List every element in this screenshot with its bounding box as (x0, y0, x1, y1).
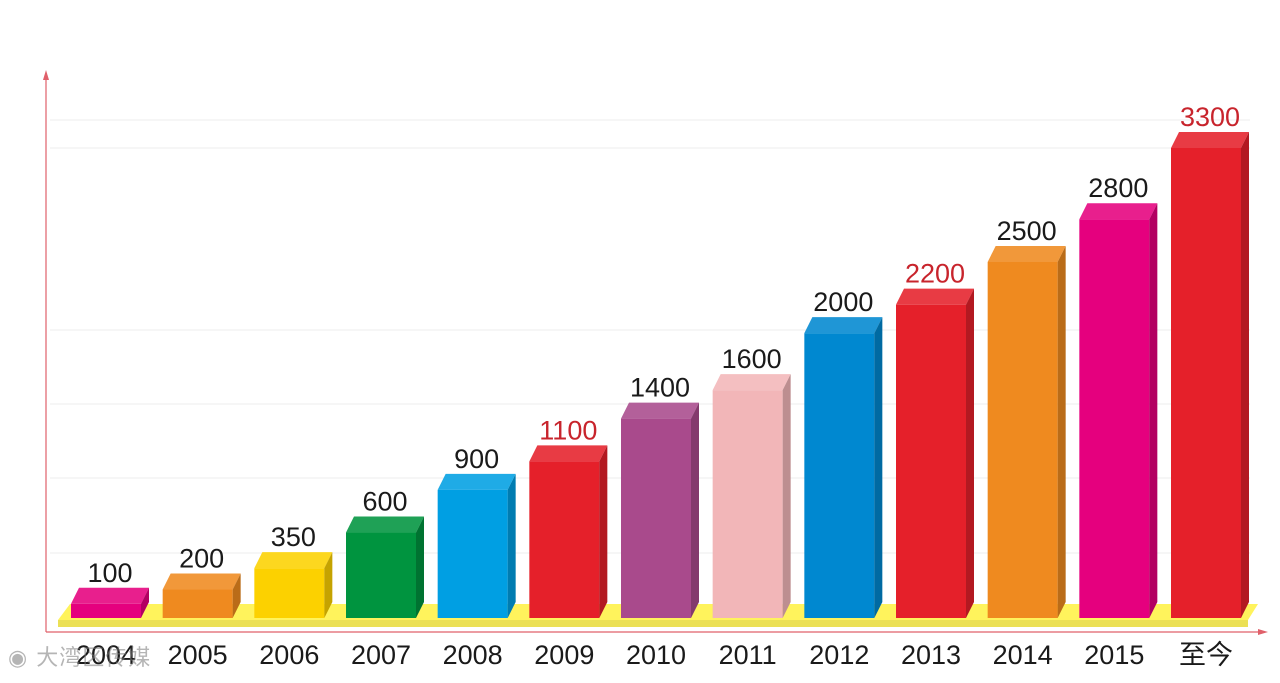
bar-top (71, 587, 149, 604)
floor-front (58, 620, 1248, 627)
bar-front (804, 333, 875, 618)
category-label: 2008 (443, 640, 503, 670)
value-labels: 100 200 350 600 900 1100 1400 1600 2000 2200 2500 2… (87, 102, 1240, 588)
value-label: 1400 (630, 373, 690, 403)
bar-front (987, 261, 1058, 618)
bar-front (437, 489, 508, 618)
bar (254, 552, 333, 618)
bar-side (232, 573, 241, 618)
bar (896, 288, 974, 618)
bar-top (804, 317, 883, 334)
bar-top (712, 374, 791, 391)
value-label: 1600 (722, 344, 782, 374)
bar-front (621, 418, 691, 618)
bar-side (416, 516, 424, 618)
bar-front (1171, 148, 1241, 618)
bar-side (1057, 245, 1066, 618)
bar (162, 573, 241, 618)
bar-top (162, 573, 241, 590)
watermark: ◉ 大湾区传媒 (8, 640, 151, 672)
bar-top (1079, 203, 1158, 220)
bar-side (966, 288, 974, 618)
bar-front (346, 532, 416, 618)
bar-side (691, 402, 699, 618)
category-label: 2011 (719, 640, 777, 670)
category-label: 2014 (993, 640, 1053, 670)
bar-side (599, 445, 608, 618)
category-label: 2009 (534, 640, 594, 670)
watermark-text: 大湾区传媒 (36, 646, 152, 671)
value-label: 600 (362, 487, 407, 517)
bar-front (896, 304, 966, 618)
value-label: 2800 (1088, 173, 1148, 203)
category-label: 至今 (1179, 640, 1233, 670)
category-labels: 2004 2005 2006 2007 2008 2009 2010 2011 2012 2013… (76, 640, 1233, 670)
category-label: 2015 (1084, 640, 1144, 670)
bar-side (874, 317, 883, 618)
bar (1079, 203, 1158, 618)
bar (987, 245, 1066, 618)
bar-top (621, 402, 699, 419)
bar-side (324, 552, 333, 618)
value-label: 350 (271, 522, 316, 552)
chart-axes (43, 70, 1268, 635)
category-label: 2007 (351, 640, 411, 670)
value-label: 2200 (905, 259, 965, 289)
category-label: 2013 (901, 640, 961, 670)
category-label: 2010 (626, 640, 686, 670)
bar-top (254, 552, 333, 569)
weibo-icon: ◉ (8, 646, 29, 671)
category-label: 2006 (259, 640, 319, 670)
x-axis-arrow (1258, 629, 1268, 635)
bar-front (529, 461, 600, 618)
bar-front (254, 568, 325, 618)
value-label: 2000 (813, 287, 873, 317)
value-label: 200 (179, 544, 224, 574)
bar (346, 516, 424, 618)
bar-top (1171, 132, 1249, 148)
value-label: 900 (454, 444, 499, 474)
category-label: 2004 (76, 640, 136, 670)
bar-front (1079, 219, 1150, 618)
bar-top (987, 245, 1066, 262)
bar (71, 587, 149, 618)
bar-top (346, 516, 424, 533)
bar-top (529, 445, 608, 462)
bar-top (437, 473, 516, 490)
bar (437, 473, 516, 618)
bar (621, 402, 699, 618)
bar-side (507, 473, 516, 618)
value-label: 100 (87, 558, 132, 588)
bar-side (1149, 203, 1158, 618)
bar-front (712, 390, 783, 618)
bar-top (896, 288, 974, 305)
bar (804, 317, 883, 618)
bar-front (162, 589, 233, 618)
bar-side (782, 374, 791, 618)
y-axis-arrow (43, 70, 49, 80)
value-label: 1100 (539, 415, 597, 445)
category-label: 2012 (809, 640, 869, 670)
bar (1171, 132, 1249, 618)
value-label: 3300 (1180, 102, 1240, 132)
bars-group (71, 132, 1249, 618)
bar-side (141, 587, 149, 618)
bar (712, 374, 791, 618)
bar-front (71, 603, 141, 618)
bar (529, 445, 608, 618)
bar-side (1241, 132, 1249, 618)
value-label: 2500 (997, 216, 1057, 246)
category-label: 2005 (168, 640, 228, 670)
